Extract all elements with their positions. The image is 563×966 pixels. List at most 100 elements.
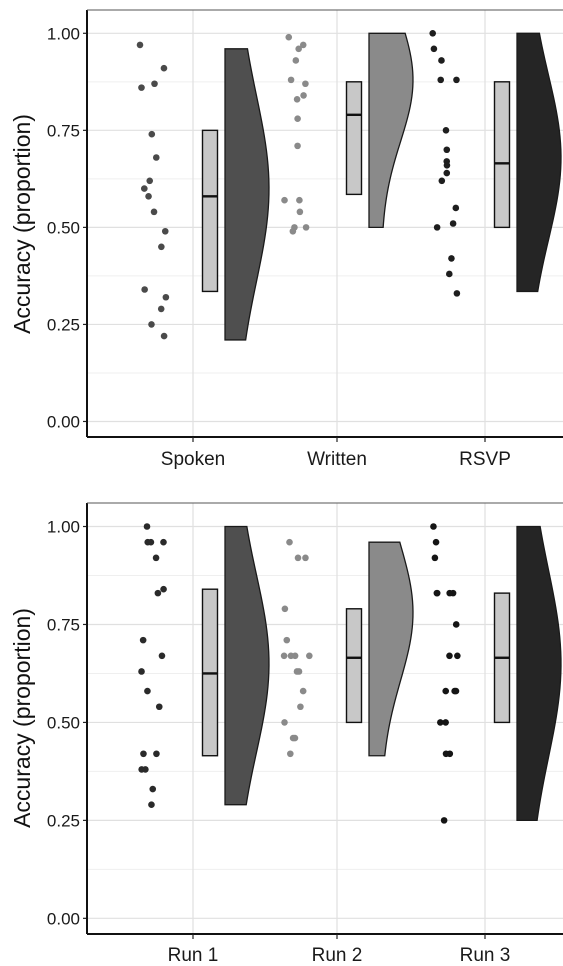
density-cloud xyxy=(516,32,562,293)
data-point xyxy=(295,668,303,675)
data-point xyxy=(299,687,307,695)
data-point xyxy=(443,169,451,177)
data-point xyxy=(443,161,451,169)
data-point xyxy=(141,185,148,192)
data-point xyxy=(430,45,438,53)
data-point xyxy=(160,64,168,72)
data-point xyxy=(144,687,151,695)
data-point xyxy=(449,220,457,227)
data-point xyxy=(287,750,294,758)
density-cloud xyxy=(516,525,562,822)
data-point xyxy=(446,270,453,278)
data-point xyxy=(430,523,437,530)
data-point xyxy=(148,321,155,328)
data-point xyxy=(281,605,289,613)
data-point xyxy=(160,538,167,546)
data-point xyxy=(148,130,156,138)
data-point xyxy=(151,80,158,88)
y-tick-label: 0.25 xyxy=(47,315,80,334)
data-point xyxy=(294,554,302,562)
box xyxy=(345,608,363,724)
grid xyxy=(87,10,563,437)
data-point xyxy=(297,703,304,711)
data-point xyxy=(306,652,313,660)
y-axis-title: Accuracy (proportion) xyxy=(9,608,35,828)
data-point xyxy=(452,621,460,628)
x-tick-label: Run 3 xyxy=(460,945,511,966)
data-point xyxy=(160,332,168,340)
data-point xyxy=(294,142,301,150)
x-tick-label: RSVP xyxy=(459,449,511,470)
data-point xyxy=(291,652,299,660)
data-point xyxy=(158,243,165,251)
data-point xyxy=(285,33,293,41)
y-tick-label: 0.75 xyxy=(47,121,80,140)
box xyxy=(493,81,511,229)
data-point xyxy=(281,719,288,726)
x-tick-label: Run 2 xyxy=(312,945,363,966)
data-point xyxy=(432,538,440,546)
data-point xyxy=(158,652,166,660)
data-point xyxy=(300,92,307,99)
group-run-3 xyxy=(430,523,562,824)
data-point xyxy=(136,41,144,49)
y-tick-label: 0.00 xyxy=(47,412,80,431)
data-point xyxy=(431,554,439,562)
data-point xyxy=(152,554,160,562)
data-point xyxy=(289,227,297,235)
chart-panel-1: Spoken Written RSVP 0.00 0.25 0.50 0.75 1.00 Acc… xyxy=(9,9,563,470)
data-point xyxy=(446,589,453,597)
data-point xyxy=(143,523,151,530)
data-point xyxy=(140,750,147,758)
data-point xyxy=(292,57,300,64)
data-point xyxy=(453,76,460,84)
data-point xyxy=(286,538,293,546)
x-tick-label: Run 1 xyxy=(168,945,219,966)
data-point xyxy=(438,57,445,64)
data-point xyxy=(153,750,160,758)
data-point xyxy=(442,719,449,726)
data-point xyxy=(155,703,163,711)
grid xyxy=(87,503,563,934)
data-point xyxy=(429,29,437,37)
x-tick-label: Spoken xyxy=(161,449,225,470)
data-point xyxy=(138,668,145,675)
data-point xyxy=(296,196,303,204)
y-tick-label: 1.00 xyxy=(47,24,80,43)
data-point xyxy=(148,801,155,808)
data-point xyxy=(150,208,158,216)
data-point xyxy=(289,734,297,742)
data-point xyxy=(280,652,288,660)
density-cloud xyxy=(224,48,270,341)
data-point xyxy=(448,255,455,262)
data-point xyxy=(302,80,309,88)
data-point xyxy=(149,785,157,793)
x-tick-label: Written xyxy=(307,449,367,470)
data-point xyxy=(452,204,460,212)
data-point xyxy=(302,554,309,562)
data-point xyxy=(442,127,450,134)
data-point xyxy=(157,305,165,313)
data-point xyxy=(161,227,169,235)
y-tick-label: 0.75 xyxy=(47,615,80,634)
data-point xyxy=(162,293,170,301)
data-point xyxy=(437,76,445,84)
data-point xyxy=(433,589,441,597)
data-point xyxy=(440,817,448,824)
data-point xyxy=(453,290,461,297)
density-cloud xyxy=(368,32,414,229)
data-point xyxy=(160,585,167,593)
data-point xyxy=(146,177,154,185)
group-run-1 xyxy=(138,523,270,808)
data-point xyxy=(281,196,288,204)
chart-panel-2: Run 1 Run 2 Run 3 0.00 0.25 0.50 0.75 1.00 Accur… xyxy=(9,502,563,966)
data-point xyxy=(302,224,310,231)
density-cloud xyxy=(224,525,270,806)
y-tick-label: 0.25 xyxy=(47,811,80,830)
data-point xyxy=(145,193,152,200)
density-cloud xyxy=(368,541,414,757)
y-tick-label: 1.00 xyxy=(47,518,80,537)
group-rsvp xyxy=(429,29,562,297)
data-point xyxy=(139,636,147,644)
